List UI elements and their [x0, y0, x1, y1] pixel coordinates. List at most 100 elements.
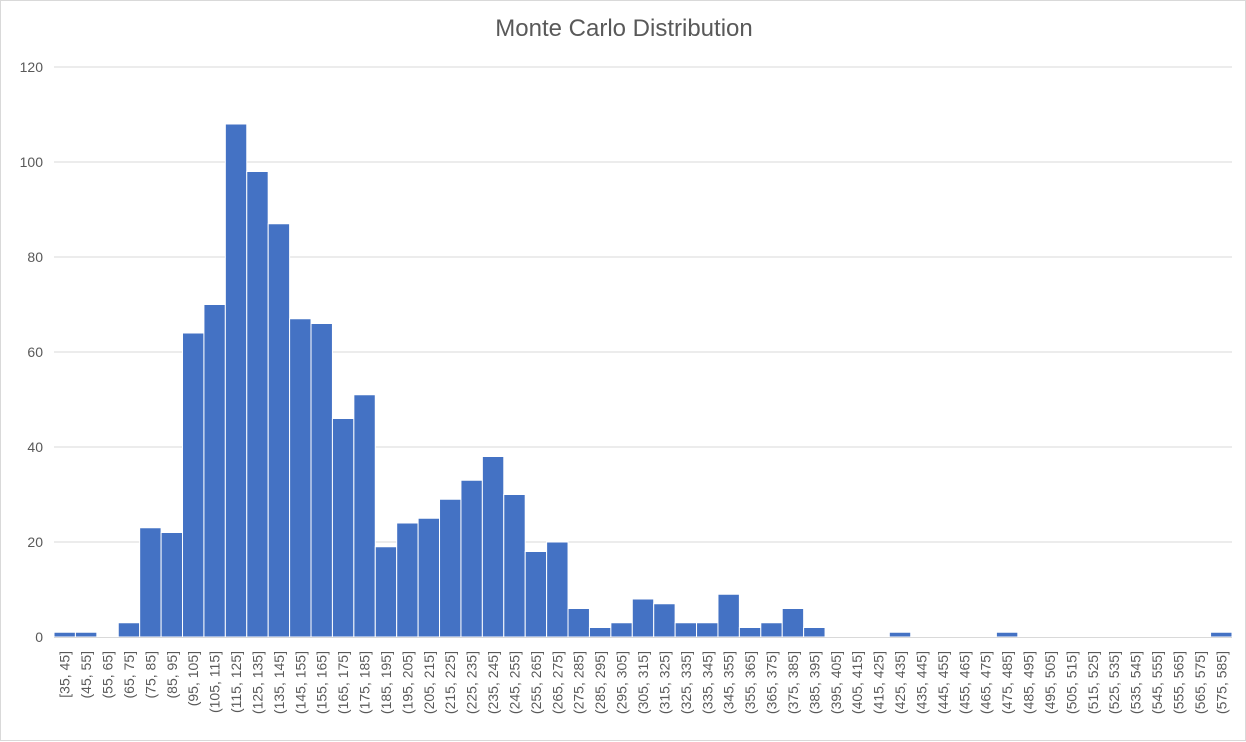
histogram-bar — [888, 631, 912, 638]
histogram-bar — [53, 631, 76, 638]
x-tick-label: (485, 495] — [1021, 651, 1037, 714]
histogram-bar — [503, 494, 526, 638]
histogram-bar — [481, 456, 505, 638]
x-tick-label: (315, 325] — [656, 651, 672, 714]
histogram-bar — [588, 627, 612, 638]
histogram-bar — [631, 598, 655, 638]
x-tick-label: (525, 535] — [1106, 651, 1122, 714]
histogram-bar — [760, 622, 783, 638]
x-tick-label: (365, 375] — [764, 651, 780, 714]
histogram-bar — [546, 541, 569, 638]
x-tick-label: (495, 505] — [1042, 651, 1058, 714]
x-tick-label: (535, 545] — [1128, 651, 1144, 714]
x-tick-label: (465, 475] — [978, 651, 994, 714]
x-tick-label: (95, 105] — [185, 651, 201, 706]
x-tick-label: (165, 175] — [335, 651, 351, 714]
y-tick-label: 40 — [27, 439, 43, 455]
y-tick-label: 80 — [27, 249, 43, 265]
x-tick-label: (375, 385] — [785, 651, 801, 714]
x-tick-label: (65, 75] — [121, 651, 137, 698]
x-tick-label: (235, 245] — [485, 651, 501, 714]
x-tick-label: [35, 45] — [57, 651, 73, 698]
histogram-bar — [396, 522, 419, 638]
y-tick-label: 20 — [27, 534, 43, 550]
x-tick-label: (175, 185] — [357, 651, 373, 714]
x-tick-label: (205, 215] — [421, 651, 437, 714]
x-tick-label: (285, 295] — [592, 651, 608, 714]
x-tick-label: (515, 525] — [1085, 651, 1101, 714]
histogram-bar — [289, 318, 312, 638]
x-tick-label: (335, 345] — [699, 651, 715, 714]
histogram-bar — [524, 551, 548, 638]
histogram-bar — [653, 603, 676, 638]
histogram-bar — [203, 304, 226, 638]
x-tick-label: (505, 515] — [1063, 651, 1079, 714]
histogram-bar — [246, 171, 269, 638]
x-tick-label: (305, 315] — [635, 651, 651, 714]
histogram-bar — [160, 532, 184, 638]
y-tick-label: 0 — [35, 629, 43, 645]
x-tick-label: (325, 335] — [678, 651, 694, 714]
x-tick-label: (255, 265] — [528, 651, 544, 714]
x-tick-label: (45, 55] — [78, 651, 94, 698]
y-axis-ticks: 0 20 40 60 80 100 120 — [20, 59, 44, 645]
x-tick-label: (345, 355] — [721, 651, 737, 714]
x-tick-label: (405, 415] — [849, 651, 865, 714]
x-tick-label: (275, 285] — [571, 651, 587, 714]
x-tick-label: (555, 565] — [1170, 651, 1186, 714]
histogram-bar — [74, 631, 98, 638]
histogram-bar — [374, 546, 398, 638]
x-tick-label: (85, 95] — [164, 651, 180, 698]
x-tick-label: (115, 125] — [228, 651, 244, 713]
histogram-bar — [781, 608, 805, 638]
histogram-bar — [310, 323, 333, 638]
x-tick-label: (415, 425] — [871, 651, 887, 714]
x-tick-label: (445, 455] — [935, 651, 951, 714]
x-tick-label: (155, 165] — [314, 651, 330, 714]
y-tick-label: 120 — [20, 59, 44, 75]
histogram-bar — [331, 418, 355, 638]
histogram-bar — [417, 517, 441, 638]
x-tick-label: (395, 405] — [828, 651, 844, 714]
x-tick-label: (355, 365] — [742, 651, 758, 714]
x-tick-label: (385, 395] — [806, 651, 822, 714]
bars — [53, 123, 1233, 638]
x-tick-label: (105, 115] — [207, 651, 223, 713]
histogram-bar — [738, 627, 762, 638]
x-tick-label: (575, 585] — [1213, 651, 1229, 714]
histogram-bar — [439, 498, 462, 638]
x-tick-label: (245, 255] — [506, 651, 522, 714]
x-tick-label: (75, 85] — [142, 651, 158, 698]
histogram-bar — [353, 394, 376, 638]
x-tick-label: (125, 135] — [249, 651, 265, 714]
x-axis-ticks: [35, 45] (45, 55] (55, 65] (65, 75] (75, 85]… — [57, 651, 1230, 714]
x-tick-label: (435, 445] — [913, 651, 929, 714]
x-tick-label: (455, 465] — [956, 651, 972, 714]
histogram-bar — [995, 631, 1019, 638]
x-tick-label: (475, 485] — [999, 651, 1015, 714]
y-tick-label: 60 — [27, 344, 43, 360]
histogram-bar — [139, 527, 162, 638]
y-tick-label: 100 — [20, 154, 44, 170]
x-tick-label: (225, 235] — [464, 651, 480, 714]
histogram-bar — [696, 622, 719, 638]
histogram-bar — [717, 593, 740, 638]
x-tick-label: (545, 555] — [1149, 651, 1165, 714]
x-tick-label: (295, 305] — [614, 651, 630, 714]
x-tick-label: (425, 435] — [892, 651, 908, 714]
histogram-bar — [224, 123, 248, 638]
x-tick-label: (565, 575] — [1192, 651, 1208, 714]
histogram-bar — [567, 608, 590, 638]
x-tick-label: (195, 205] — [399, 651, 415, 714]
histogram-bar — [117, 622, 141, 638]
x-tick-label: (185, 195] — [378, 651, 394, 714]
x-tick-label: (145, 155] — [292, 651, 308, 714]
x-tick-label: (55, 65] — [100, 651, 116, 698]
histogram-bar — [1210, 631, 1233, 638]
x-tick-label: (265, 275] — [549, 651, 565, 714]
x-tick-label: (135, 145] — [271, 651, 287, 714]
histogram-bar — [267, 223, 291, 638]
histogram-bar — [803, 627, 826, 638]
